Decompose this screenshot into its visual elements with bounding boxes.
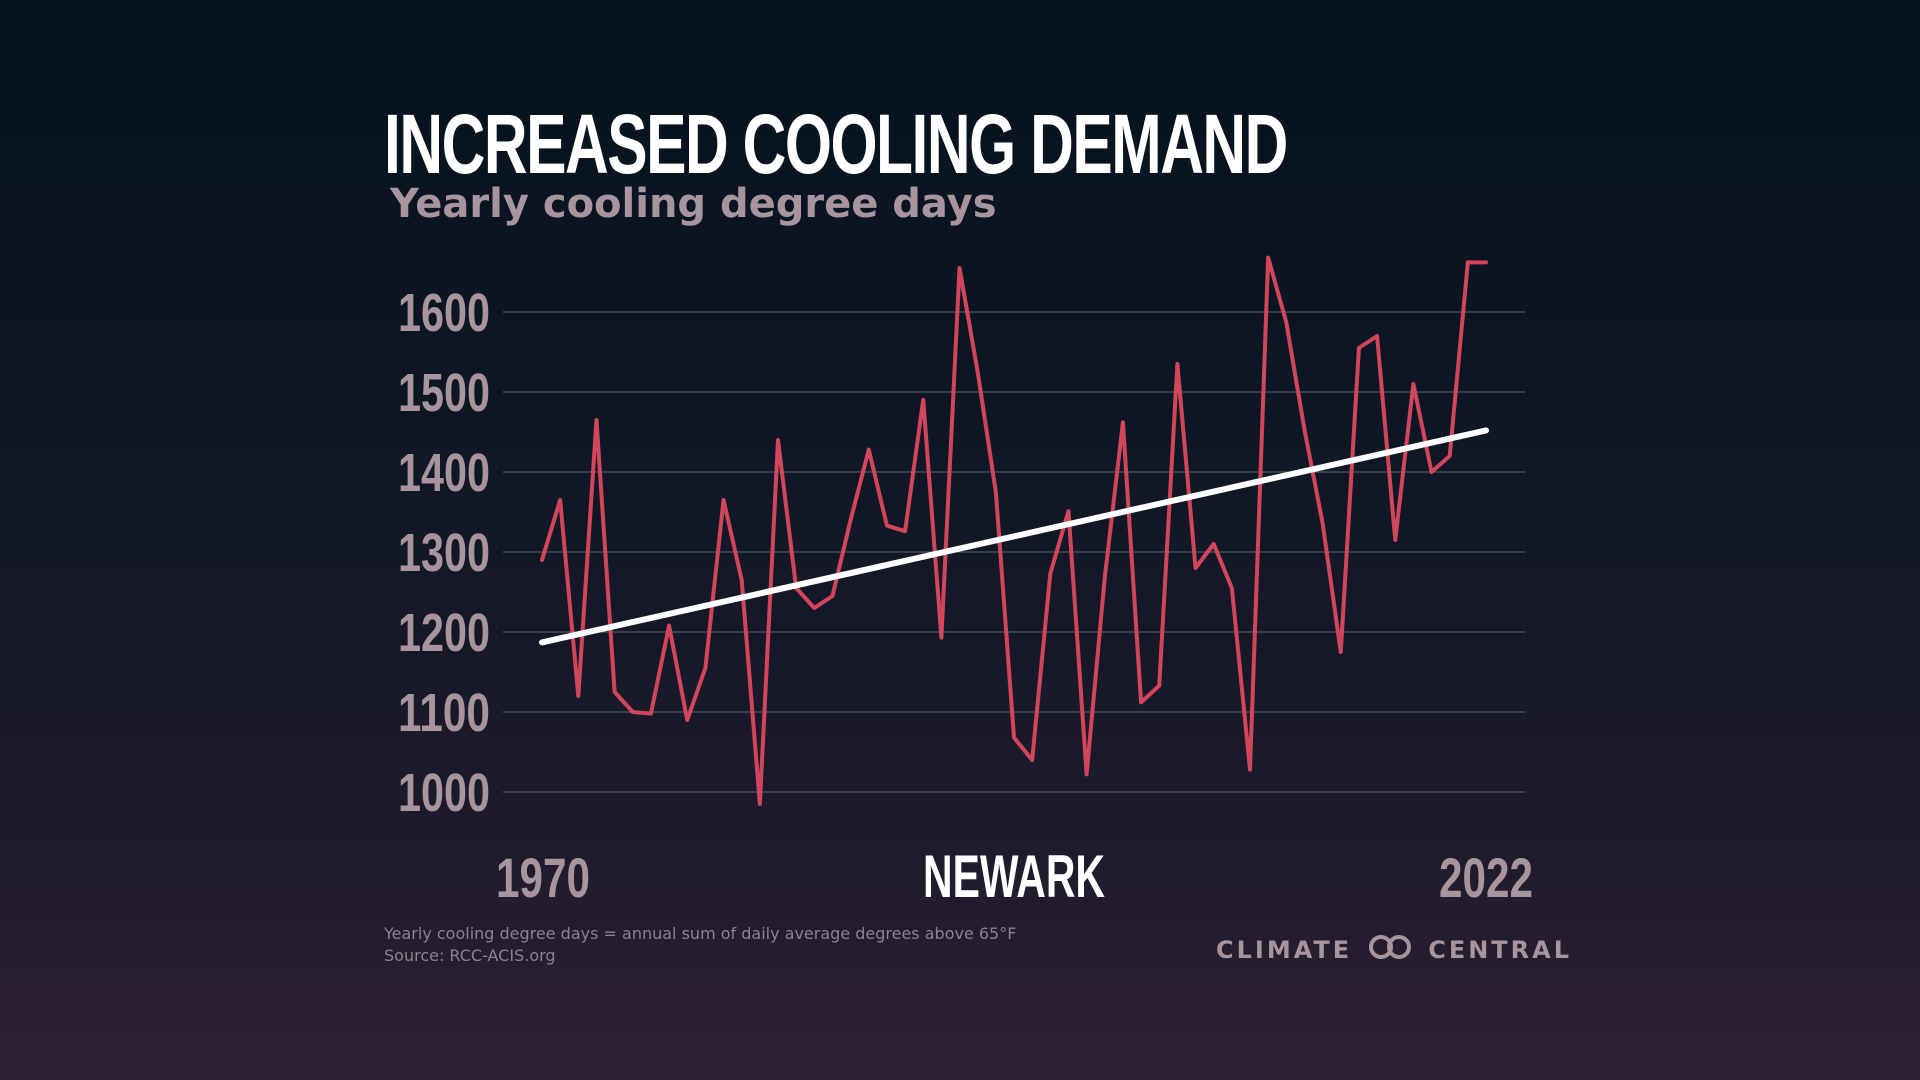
x-start-label: 1970 — [496, 846, 590, 909]
logo-text-left: CLIMATE — [1216, 936, 1353, 964]
footnote: Yearly cooling degree days = annual sum … — [384, 923, 1016, 967]
trend-line — [539, 427, 1489, 646]
y-tick-label: 1300 — [398, 523, 490, 583]
definition-note: Yearly cooling degree days = annual sum … — [384, 924, 1017, 943]
y-tick-label: 1000 — [398, 763, 490, 823]
grid-layer — [503, 311, 1525, 793]
chart-title: INCREASED COOLING DEMAND — [384, 97, 1288, 191]
x-end-label: 2022 — [1439, 846, 1533, 909]
y-tick-label: 1500 — [398, 363, 490, 423]
chart-subtitle: Yearly cooling degree days — [390, 181, 997, 227]
y-axis-ticks: 1000 1100 1200 1300 1400 1500 1600 — [398, 283, 490, 823]
y-tick-label: 1100 — [398, 683, 490, 743]
y-tick-label: 1600 — [398, 283, 490, 343]
y-tick-label: 1400 — [398, 443, 490, 503]
series-line-cooling-degree-days — [540, 255, 1488, 806]
source-note: Source: RCC-ACIS.org — [384, 946, 556, 965]
logo-mark-icon — [1366, 934, 1414, 966]
series-layer — [539, 255, 1489, 806]
climate-central-logo: CLIMATE CENTRAL — [1216, 934, 1572, 966]
location-label: NEWARK — [923, 843, 1105, 910]
logo-text-right: CENTRAL — [1428, 936, 1573, 964]
x-axis-labels: 1970 2022 NEWARK — [496, 843, 1533, 910]
y-tick-label: 1200 — [398, 603, 490, 663]
